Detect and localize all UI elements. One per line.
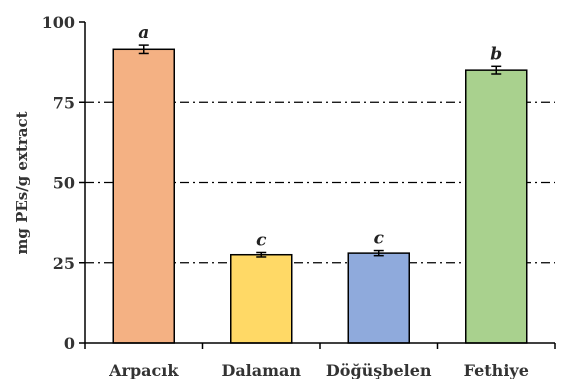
bars: [112, 44, 528, 344]
significance-label: b: [490, 44, 502, 64]
bar-döğüşbelen: [347, 252, 410, 344]
axes: [79, 21, 556, 349]
bar-fethiye: [465, 69, 528, 344]
significance-label: a: [138, 23, 149, 43]
bar-dalaman: [230, 253, 293, 344]
labels: 0 25 50 75 100 a Arpacık c Dalaman c Döğüşbelen b Fe…: [42, 13, 529, 379]
significance-label: c: [374, 229, 385, 249]
x-tick-label: Fethiye: [464, 361, 529, 379]
y-tick-label: 25: [53, 254, 75, 273]
x-tick-label: Arpacık: [108, 361, 179, 379]
x-tick-label: Döğüşbelen: [326, 361, 432, 379]
y-axis-title: mg PEs/g extract: [13, 111, 31, 254]
x-tick-label: Dalaman: [221, 361, 301, 379]
bar-arpacık: [112, 48, 175, 344]
significance-label: c: [256, 230, 267, 250]
y-tick-label: 75: [53, 93, 75, 112]
y-tick-label: 50: [53, 174, 75, 193]
y-tick-label: 100: [42, 13, 75, 32]
y-tick-label: 0: [64, 334, 75, 353]
